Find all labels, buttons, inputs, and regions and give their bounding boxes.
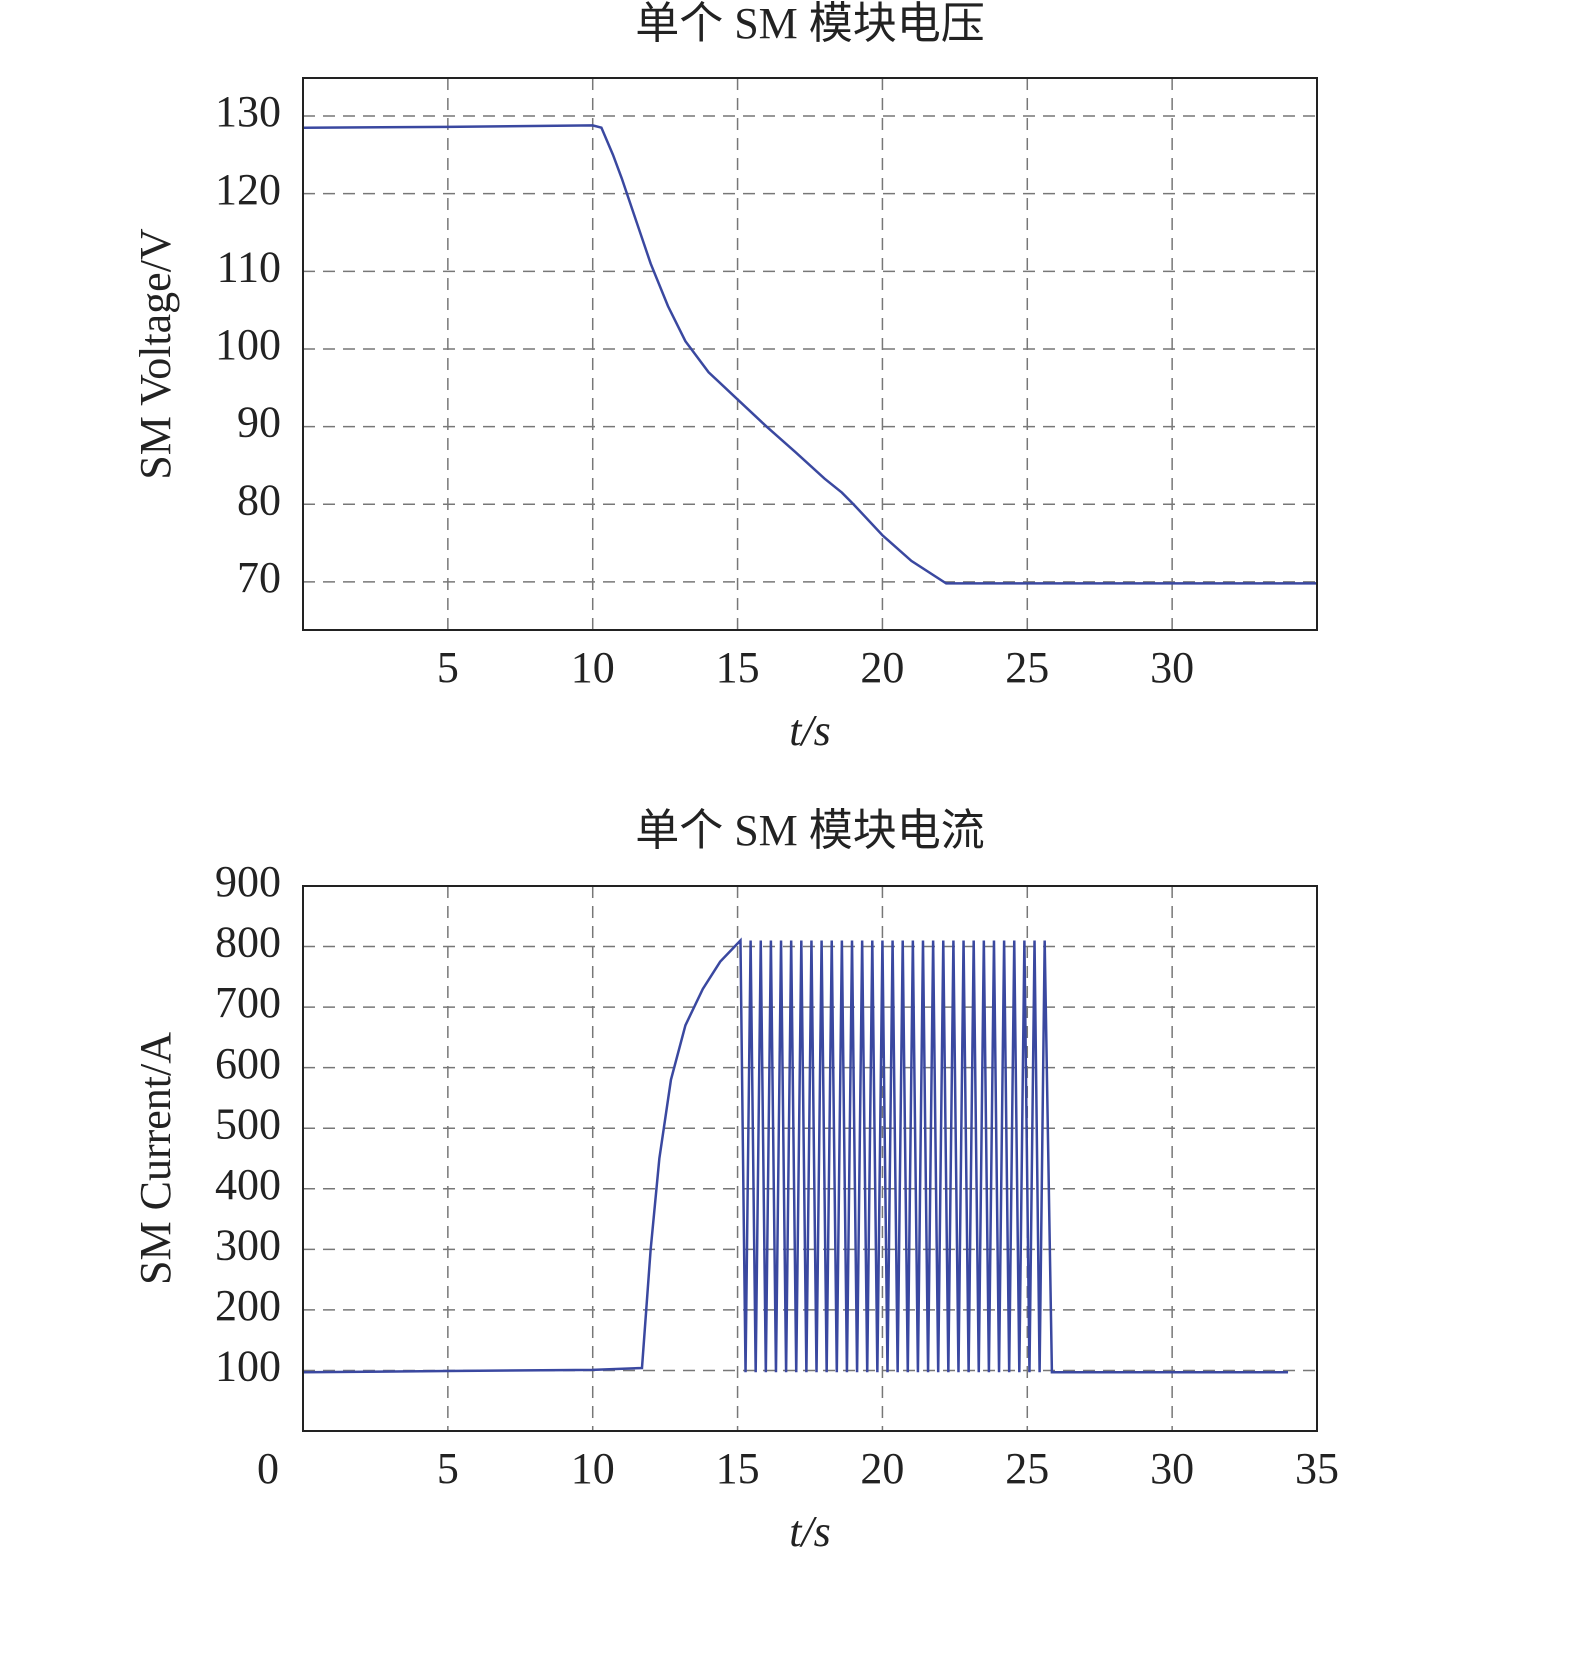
x-tick-label: 25 — [1005, 1444, 1049, 1493]
plot-frame — [302, 885, 1318, 1432]
y-tick-label: 500 — [215, 1099, 281, 1148]
y-tick-label: 90 — [237, 398, 281, 447]
x-tick-label: 5 — [437, 643, 459, 692]
y-tick-label: 200 — [215, 1281, 281, 1330]
x-tick-label: 0 — [257, 1444, 279, 1493]
y-tick-label: 100 — [215, 1342, 281, 1391]
x-tick-label: 30 — [1150, 643, 1194, 692]
x-tick-label: 10 — [571, 643, 615, 692]
data-line — [302, 124, 1317, 585]
x-tick-label: 25 — [1005, 643, 1049, 692]
y-tick-label: 100 — [215, 320, 281, 369]
y-tick-label: 120 — [215, 165, 281, 214]
y-tick-label: 70 — [237, 553, 281, 602]
y-tick-label: 800 — [215, 918, 281, 967]
y-axis-label: SM Voltage/V — [131, 228, 180, 480]
y-tick-label: 700 — [215, 978, 281, 1027]
y-tick-label: 900 — [215, 857, 281, 906]
chart-title: 单个 SM 模块电压 — [635, 0, 985, 48]
x-tick-label: 5 — [437, 1444, 459, 1493]
plot-frame — [302, 77, 1318, 631]
y-tick-label: 110 — [217, 242, 281, 291]
y-tick-label: 400 — [215, 1160, 281, 1209]
x-tick-label: 30 — [1150, 1444, 1194, 1493]
x-axis-label: t/s — [789, 1507, 831, 1556]
chart-title: 单个 SM 模块电流 — [635, 806, 985, 855]
y-tick-label: 130 — [215, 87, 281, 136]
x-tick-label: 10 — [571, 1444, 615, 1493]
x-tick-label: 15 — [716, 1444, 760, 1493]
x-tick-label: 20 — [860, 643, 904, 692]
y-axis-label: SM Current/A — [131, 1032, 180, 1285]
y-tick-label: 80 — [237, 475, 281, 524]
x-tick-label: 35 — [1295, 1444, 1339, 1493]
x-tick-label: 20 — [860, 1444, 904, 1493]
data-line — [302, 937, 1289, 1374]
y-tick-label: 300 — [215, 1220, 281, 1269]
x-tick-label: 15 — [716, 643, 760, 692]
x-axis-label: t/s — [789, 706, 831, 755]
y-tick-label: 600 — [215, 1039, 281, 1088]
